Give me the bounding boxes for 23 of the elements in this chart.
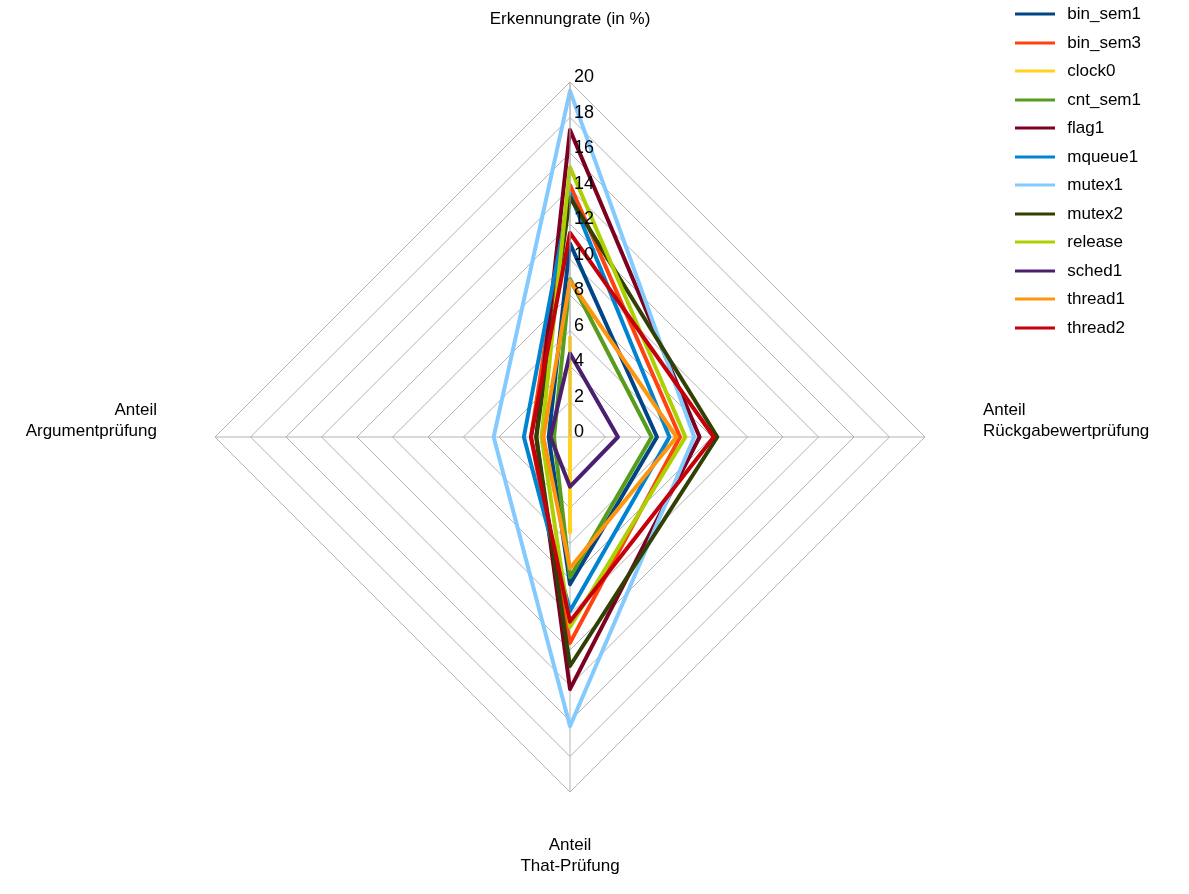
legend-label: bin_sem3	[1067, 32, 1141, 53]
spoke-label: Anteil That-Prüfung	[520, 834, 620, 875]
legend-label: flag1	[1067, 118, 1105, 139]
legend-label: thread1	[1067, 289, 1125, 310]
legend-label: mutex1	[1067, 175, 1124, 196]
legend-label: thread2	[1067, 317, 1125, 338]
y-tick-label: 20	[574, 66, 595, 86]
legend-label: release	[1067, 232, 1124, 253]
y-tick-label: 2	[574, 385, 585, 406]
y-tick-label: 6	[574, 314, 585, 335]
spoke-label: Anteil Rückgabewertprüfung	[983, 399, 1150, 440]
y-tick-label: 18	[574, 101, 595, 122]
y-tick-label: 0	[574, 421, 585, 441]
spoke-label: Erkennungrate (in %)	[489, 9, 651, 28]
legend-label: mutex2	[1067, 203, 1124, 224]
y-tick-label: 12	[574, 208, 595, 228]
legend-label: bin_sem1	[1067, 4, 1141, 25]
y-tick-label: 4	[574, 350, 585, 370]
spoke-label: Anteil Argumentprüfung	[25, 399, 157, 440]
legend-label: sched1	[1067, 260, 1123, 281]
legend-label: cnt_sem1	[1067, 89, 1141, 110]
legend-label: clock0	[1067, 61, 1116, 82]
legend-label: mqueue1	[1067, 146, 1139, 167]
